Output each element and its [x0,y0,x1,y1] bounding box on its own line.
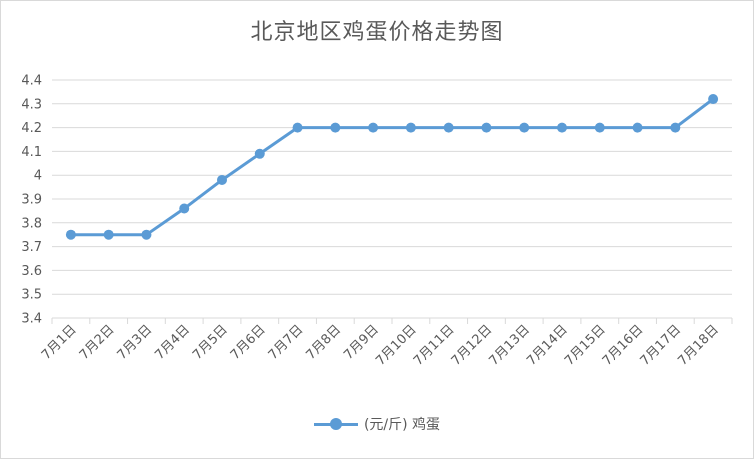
x-tick-label: 7月2日 [77,322,118,363]
y-tick-label: 3.9 [21,193,42,208]
y-tick-label: 3.7 [21,240,42,255]
x-tick-label: 7月10日 [373,322,420,369]
series-line [69,97,715,237]
data-point [141,229,152,240]
x-tick-label: 7月1日 [39,322,80,363]
data-point [65,229,76,240]
x-tick-label: 7月6日 [228,322,269,363]
data-point [179,203,190,214]
legend-label: (元/斤) 鸡蛋 [363,417,441,433]
x-tick-label: 7月11日 [411,322,458,369]
data-point [708,94,719,105]
x-tick-label: 7月14日 [524,322,571,369]
y-tick-label: 4.2 [21,121,42,136]
chart-title: 北京地区鸡蛋价格走势图 [250,20,504,45]
x-tick-label: 7月18日 [675,322,722,369]
y-tick-label: 3.4 [21,312,42,327]
x-tick-label: 7月12日 [449,322,496,369]
x-tick-label: 7月3日 [115,322,156,363]
y-tick-label: 4.4 [21,74,42,89]
y-tick-label: 4 [34,169,42,184]
x-tick-label: 7月8日 [303,322,344,363]
data-point [594,122,605,133]
y-tick-label: 3.5 [21,288,42,303]
x-tick-label: 7月15日 [562,322,609,369]
data-point [519,122,530,133]
x-tick-label: 7月16日 [600,322,647,369]
x-tick-label: 7月13日 [487,322,534,369]
x-tick-label: 7月7日 [266,322,307,363]
y-tick-label: 3.8 [21,216,42,231]
data-point [368,122,379,133]
data-point [254,148,265,159]
y-tick-label: 4.1 [21,145,42,160]
x-tick-label: 7月5日 [190,322,231,363]
x-tick-label: 7月4日 [152,322,193,363]
data-point [103,229,114,240]
y-tick-label: 3.6 [21,264,42,279]
data-point [292,122,303,133]
legend-marker [313,418,358,430]
y-tick-label: 4.3 [21,97,42,112]
data-point [557,122,567,133]
data-point [481,122,492,133]
data-point [670,122,681,133]
data-point [405,122,416,133]
data-point [443,122,454,133]
data-point [632,122,643,133]
data-point [217,174,227,185]
data-point [330,122,341,133]
legend: (元/斤) 鸡蛋 [0,414,754,434]
x-tick-label: 7月17日 [638,322,685,369]
